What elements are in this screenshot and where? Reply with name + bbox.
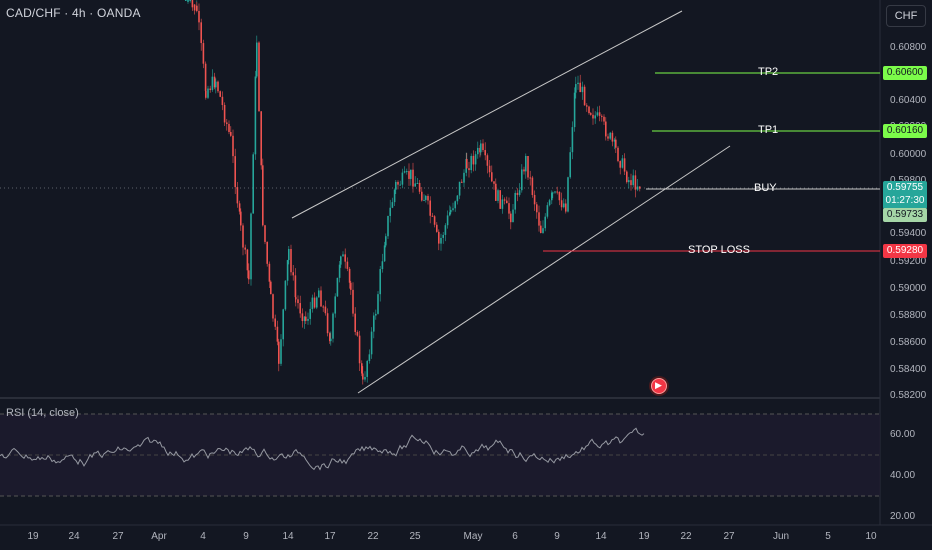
rsi-tick: 20.00: [890, 511, 916, 522]
time-tick: 25: [409, 531, 421, 542]
currency-button[interactable]: CHF: [886, 5, 926, 27]
time-tick: Jun: [772, 531, 790, 542]
channel-lower-line: [357, 145, 731, 394]
price-tick: 0.58600: [890, 337, 927, 348]
time-tick: 6: [512, 531, 518, 542]
tp2-price-tag: 0.60600: [883, 66, 927, 80]
current-price-tag: 0.59755 01:27:30: [883, 181, 927, 209]
price-tick: 0.58400: [890, 364, 927, 375]
rsi-tick: 40.00: [890, 470, 916, 481]
channel-drawing: [291, 10, 731, 394]
stop-loss-price-tag: 0.59280: [883, 244, 927, 258]
time-tick: May: [463, 531, 483, 542]
time-tick: 17: [324, 531, 336, 542]
buy-label[interactable]: BUY: [754, 182, 777, 194]
channel-upper-line: [291, 10, 683, 219]
time-tick: 14: [595, 531, 607, 542]
price-tick: 0.59200: [890, 256, 927, 267]
time-tick: 9: [554, 531, 560, 542]
symbol-title[interactable]: CAD/CHF · 4h · OANDA: [6, 6, 141, 20]
stop-loss-label[interactable]: STOP LOSS: [688, 244, 750, 256]
time-tick: 5: [825, 531, 831, 542]
play-alert-icon[interactable]: ▶: [651, 378, 667, 394]
price-tick: 0.59400: [890, 228, 927, 239]
price-tick: 0.58200: [890, 390, 927, 401]
time-tick: 14: [282, 531, 294, 542]
time-tick: 27: [723, 531, 735, 542]
rsi-tick: 60.00: [890, 429, 916, 440]
rsi-indicator-label[interactable]: RSI (14, close): [6, 407, 79, 419]
price-tick: 0.60400: [890, 95, 927, 106]
time-tick: Apr: [151, 531, 167, 542]
price-tick: 0.60800: [890, 42, 927, 53]
candlestick-series: [185, 0, 641, 385]
time-tick: 19: [27, 531, 39, 542]
tp1-price-tag: 0.60160: [883, 124, 927, 138]
time-tick: 10: [865, 531, 877, 542]
last-price-tag: 0.59733: [883, 208, 927, 222]
price-tick: 0.59000: [890, 283, 927, 294]
time-tick: 4: [200, 531, 206, 542]
time-tick: 9: [243, 531, 249, 542]
time-tick: 19: [638, 531, 650, 542]
current-price: 0.59755: [886, 182, 924, 193]
time-tick: 24: [68, 531, 80, 542]
time-tick: 27: [112, 531, 124, 542]
bar-countdown: 01:27:30: [885, 195, 925, 206]
tp2-label[interactable]: TP2: [758, 66, 779, 78]
rsi-line: [0, 427, 645, 471]
price-tick: 0.58800: [890, 310, 927, 321]
price-tick: 0.60000: [890, 149, 927, 160]
price-tick: 0.59800: [890, 175, 926, 186]
tp1-label[interactable]: TP1: [758, 124, 779, 136]
time-tick: 22: [367, 531, 379, 542]
time-tick: 22: [680, 531, 692, 542]
